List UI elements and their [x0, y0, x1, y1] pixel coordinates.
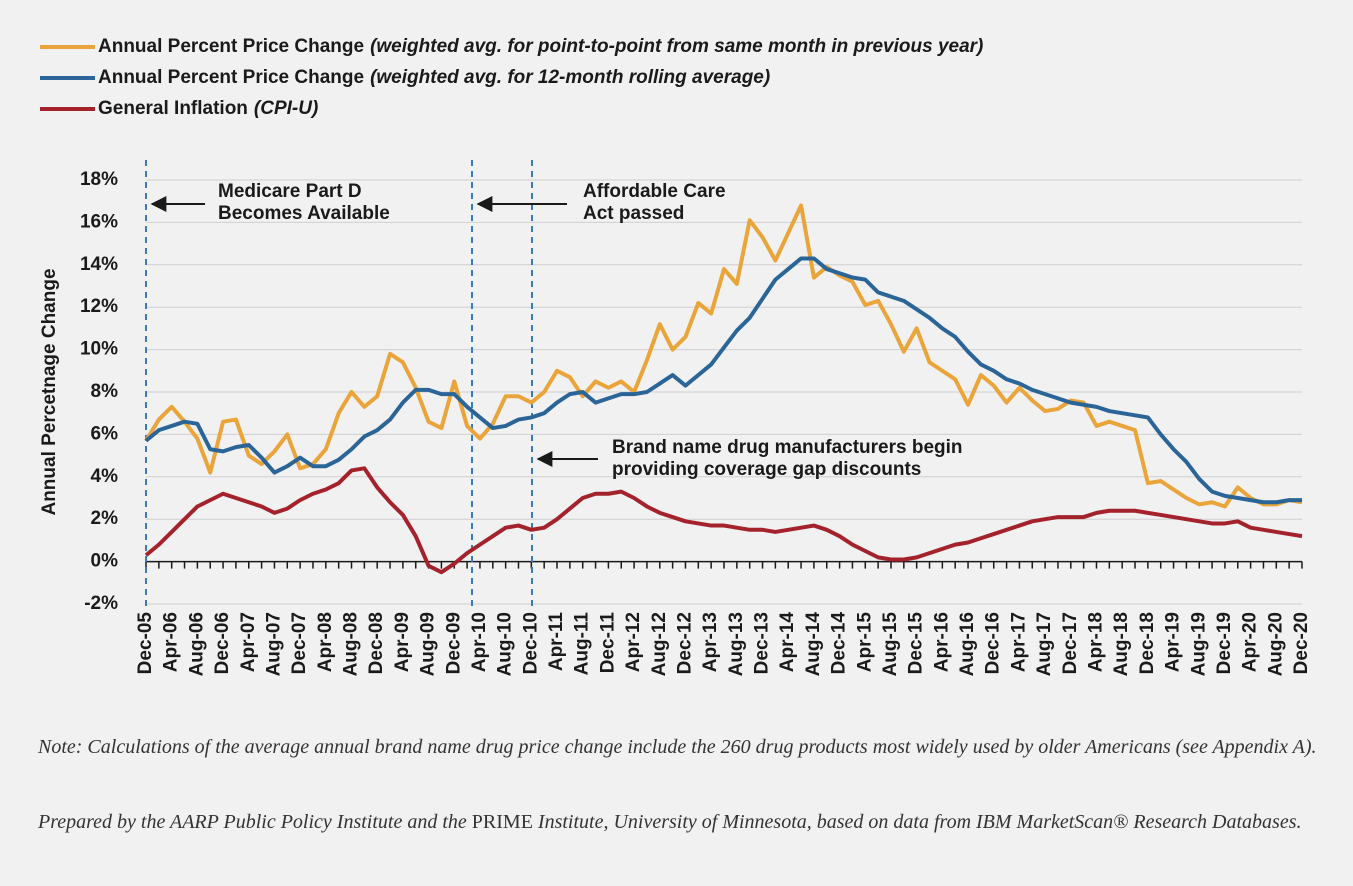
x-tick-label: Apr-17: [1008, 612, 1029, 672]
x-tick-label: Aug-07: [263, 612, 284, 676]
x-tick-label: Apr-14: [777, 612, 798, 673]
legend-name: Annual Percent Price Change: [98, 36, 364, 57]
x-tick-label: Dec-18: [1137, 612, 1158, 674]
x-tick-label: Dec-15: [906, 612, 927, 675]
x-tick-label: Aug-11: [572, 612, 593, 676]
x-tick-label: Dec-05: [135, 612, 156, 675]
y-tick-label: 18%: [80, 169, 118, 190]
y-tick-label: 4%: [91, 466, 119, 487]
x-tick-label: Apr-13: [700, 612, 721, 672]
y-tick-label: 12%: [80, 296, 118, 317]
note-text: Note: Calculations of the average annual…: [38, 736, 1317, 758]
y-tick-label: 6%: [91, 423, 119, 444]
x-tick-label: Aug-20: [1265, 612, 1286, 676]
y-tick-label: 10%: [80, 339, 118, 360]
legend-entry: Annual Percent Price Change (weighted avg…: [98, 36, 983, 57]
x-tick-label: Aug-10: [495, 612, 516, 676]
x-tick-label: Apr-12: [623, 612, 644, 672]
legend-name: Annual Percent Price Change: [98, 67, 364, 88]
series-line: [144, 466, 1303, 575]
legend-name: General Inflation: [98, 98, 248, 119]
footnote: Note: Calculations of the average annual…: [38, 734, 1328, 760]
series-line: [144, 256, 1302, 505]
y-tick-label: 16%: [80, 211, 118, 232]
x-tick-label: Dec-11: [597, 612, 618, 674]
x-tick-label: Apr-11: [546, 612, 567, 672]
x-tick-label: Aug-17: [1034, 612, 1055, 676]
x-tick-label: Dec-17: [1060, 612, 1081, 674]
y-tick-label: 8%: [91, 381, 119, 402]
x-tick-label: Dec-06: [212, 612, 233, 674]
series-line: [144, 203, 1303, 509]
x-tick-label: Aug-08: [341, 612, 362, 676]
legend-note: (weighted avg. for point-to-point from s…: [370, 36, 983, 57]
y-tick-label: 2%: [91, 508, 119, 529]
x-tick-label: Apr-10: [469, 612, 490, 672]
x-tick-label: Dec-16: [983, 612, 1004, 674]
x-tick-label: Apr-18: [1086, 612, 1107, 672]
x-tick-label: Aug-18: [1111, 612, 1132, 676]
x-tick-label: Apr-15: [854, 612, 875, 673]
x-tick-label: Dec-14: [829, 612, 850, 675]
note-text: Prepared by the AARP Public Policy Insti…: [38, 811, 472, 833]
x-tick-label: Aug-19: [1188, 612, 1209, 676]
annotation-text: Act passed: [583, 203, 684, 224]
annotation-text: providing coverage gap discounts: [612, 459, 921, 480]
legend-entry: Annual Percent Price Change (weighted avg…: [98, 67, 770, 88]
x-tick-label: Dec-09: [443, 612, 464, 674]
x-tick-label: Aug-13: [726, 612, 747, 676]
annotation-text: Medicare Part D: [218, 181, 362, 202]
x-tick-label: Aug-09: [418, 612, 439, 676]
annotation-text: Affordable Care: [583, 181, 726, 202]
x-tick-label: Apr-09: [392, 612, 413, 672]
x-tick-label: Dec-20: [1291, 612, 1312, 674]
x-tick-label: Aug-15: [880, 612, 901, 677]
legend-note: (weighted avg. for 12-month rolling aver…: [370, 67, 770, 88]
legend-entry: General Inflation (CPI-U): [98, 98, 318, 119]
annotation-text: Brand name drug manufacturers begin: [612, 437, 963, 458]
x-tick-label: Dec-07: [289, 612, 310, 674]
x-tick-label: Apr-07: [238, 612, 259, 672]
x-tick-label: Apr-19: [1163, 612, 1184, 672]
y-tick-label: 0%: [91, 551, 119, 572]
y-tick-label: 14%: [80, 254, 118, 275]
source-note: Prepared by the AARP Public Policy Insti…: [38, 809, 1328, 835]
x-tick-label: Aug-06: [186, 612, 207, 676]
legend-note: (CPI-U): [254, 98, 318, 119]
x-tick-label: Aug-12: [649, 612, 670, 676]
x-tick-label: Dec-13: [752, 612, 773, 674]
x-tick-label: Apr-06: [161, 612, 182, 672]
annotation-text: Becomes Available: [218, 203, 390, 224]
x-tick-label: Apr-20: [1240, 612, 1261, 672]
x-tick-label: Apr-08: [315, 612, 336, 672]
x-tick-label: Dec-10: [520, 612, 541, 674]
y-tick-label: -2%: [84, 593, 118, 614]
x-tick-label: Apr-16: [931, 612, 952, 672]
x-tick-label: Aug-14: [803, 612, 824, 677]
x-tick-label: Aug-16: [957, 612, 978, 676]
note-text: PRIME: [471, 811, 533, 833]
x-tick-label: Dec-19: [1214, 612, 1235, 674]
note-text: Institute, University of Minnesota, base…: [532, 811, 1302, 833]
x-tick-label: Dec-12: [674, 612, 695, 674]
x-tick-label: Dec-08: [366, 612, 387, 674]
y-axis-label: Annual Percetnage Change: [39, 268, 60, 515]
